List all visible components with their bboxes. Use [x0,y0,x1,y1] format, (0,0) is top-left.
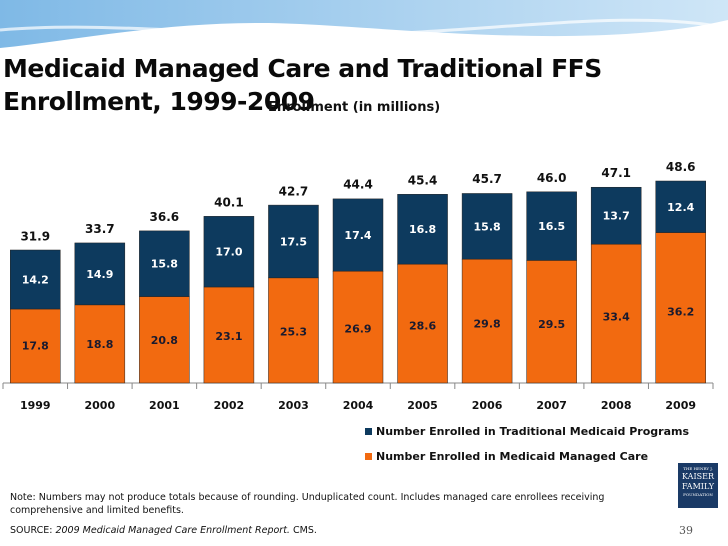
bar-segment [74,304,126,384]
chart-title: Medicaid Managed Care and Traditional FF… [3,54,602,116]
value-label: 15.8 [474,220,501,233]
header-decoration [0,0,728,48]
source-rest: CMS. [292,525,317,536]
chart: 17.8 14.2 31.9 1999 18.8 14.9 33.7 2000 20.8 15.8… [2,160,714,463]
bar-segment [268,204,319,279]
bar-segment [655,180,706,233]
value-label: 20.8 [151,334,178,347]
source: SOURCE: 2009 Medicaid Managed Care Enrol… [10,525,317,536]
legend-swatch [365,453,372,460]
bar-segment [397,263,448,384]
value-label: 29.5 [538,318,565,331]
bar-segment [10,249,61,310]
bar-segment [526,260,577,384]
x-tick-label: 2009 [665,399,696,412]
source-report: 2009 Medicaid Managed Care Enrollment Re… [55,525,290,536]
logo: THE HENRY J. KAISER FAMILY FOUNDATION [678,463,718,508]
total-label: 33.7 [85,222,115,236]
bar-segment [139,230,190,297]
bar-segment [397,194,448,265]
bar-segment [526,191,577,261]
bar-segment [461,193,513,260]
logo-text: FAMILY [681,482,715,491]
bar-segment [655,232,706,384]
bar-segment [332,198,384,272]
value-label: 15.8 [151,258,178,271]
value-label: 23.1 [215,330,242,343]
value-label: 33.4 [603,311,630,324]
value-label: 17.8 [22,340,49,353]
x-tick-label: 2001 [149,399,180,412]
total-label: 36.6 [150,210,180,224]
x-tick-label: 2006 [472,399,503,412]
legend-swatch [365,428,372,435]
note: Note: Numbers may not produce totals bec… [10,492,605,516]
total-label: 40.1 [214,195,244,209]
value-label: 18.8 [86,338,113,351]
x-tick-label: 2007 [536,399,567,412]
bar-segment [10,308,61,384]
logo-text: FOUNDATION [683,492,713,497]
x-tick-label: 2002 [214,399,245,412]
total-label: 42.7 [279,185,309,199]
total-label: 48.6 [666,160,696,174]
value-label: 17.5 [280,235,307,248]
chart-subtitle: Enrollment (in millions) [268,100,441,115]
total-label: 31.9 [20,229,50,243]
total-label: 46.0 [537,171,567,185]
bar-segment [203,286,255,384]
x-tick-label: 2008 [601,399,632,412]
total-label: 44.4 [343,177,373,191]
value-label: 25.3 [280,326,307,339]
x-tick-label: 1999 [20,399,51,412]
bar-segment [203,216,255,288]
bar-segment [590,186,642,245]
value-label: 14.2 [22,274,49,287]
page-number: 39 [679,524,693,537]
x-tick-label: 2004 [343,399,374,412]
logo-text: KAISER [682,472,714,481]
source-label: SOURCE: [10,525,53,536]
total-label: 45.4 [408,173,438,187]
bar-segment [74,242,126,306]
bar-segment [139,296,190,384]
value-label: 17.0 [215,246,242,259]
bar-segment [268,277,319,384]
legend-label: Number Enrolled in Medicaid Managed Care [376,450,648,463]
value-label: 36.2 [667,305,694,318]
x-tick-label: 2005 [407,399,438,412]
value-label: 16.8 [409,223,436,236]
value-label: 17.4 [344,229,371,242]
total-label: 45.7 [472,172,502,186]
value-label: 16.5 [538,220,565,233]
value-label: 14.9 [86,268,113,281]
x-tick-label: 2003 [278,399,309,412]
total-label: 47.1 [601,166,631,180]
x-tick-label: 2000 [85,399,116,412]
value-label: 12.4 [667,201,694,214]
value-label: 13.7 [603,210,630,223]
value-label: 26.9 [344,323,371,336]
value-label: 29.8 [474,317,501,330]
legend-label: Number Enrolled in Traditional Medicaid … [376,425,689,438]
bar-segment [590,243,642,384]
logo-text: THE HENRY J. [683,466,713,471]
value-label: 28.6 [409,320,436,333]
